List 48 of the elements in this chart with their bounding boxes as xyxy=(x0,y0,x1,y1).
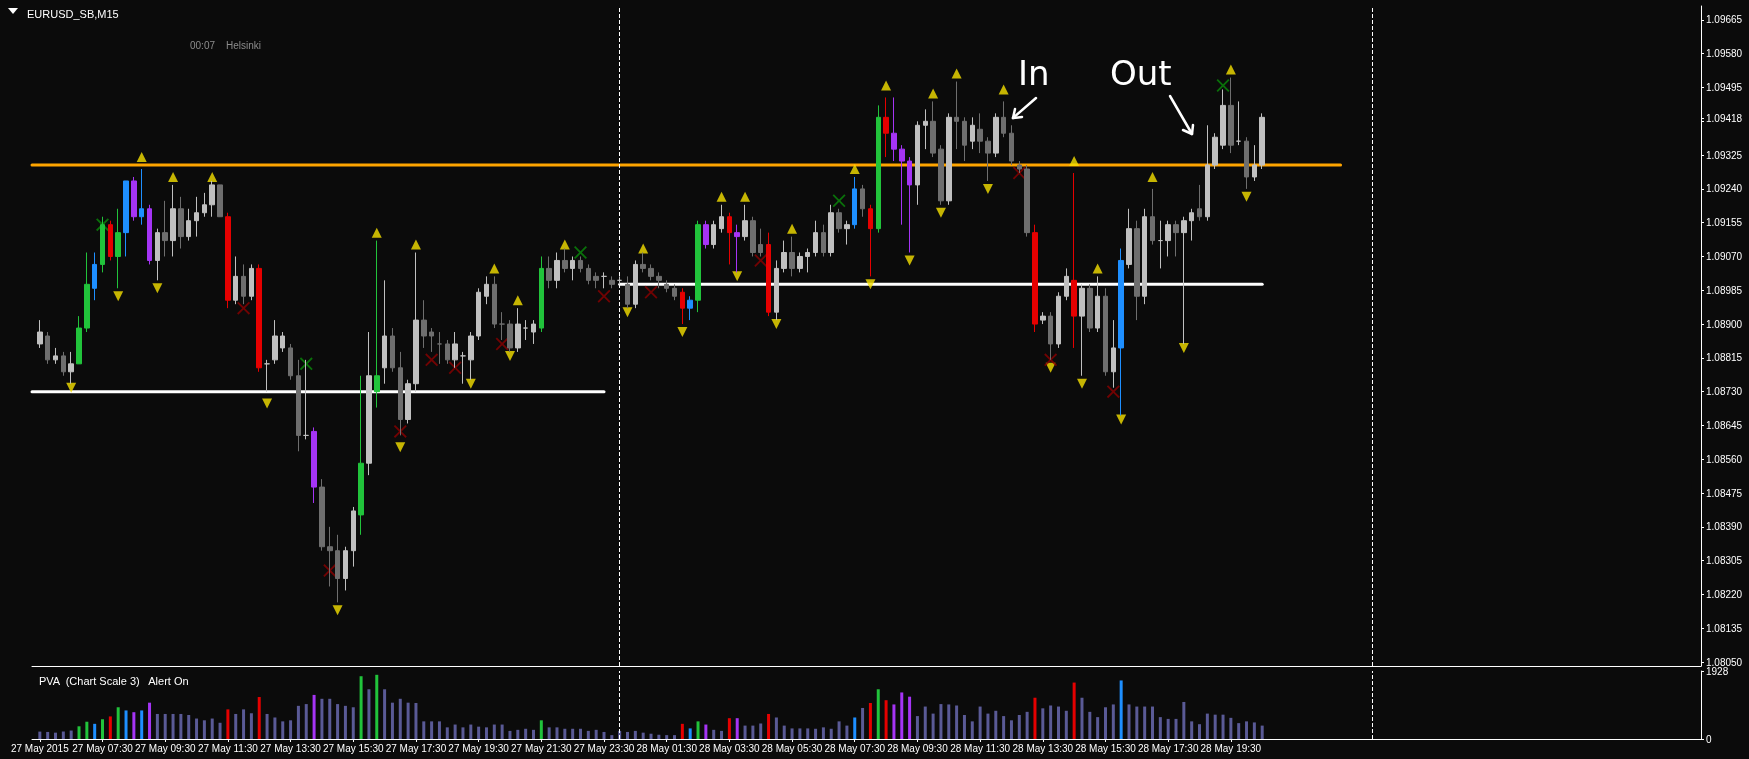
annotation: Out xyxy=(1110,53,1172,93)
x-tick-label: 28 May 03:30 xyxy=(699,742,761,754)
y-tick-label: 1.09325 xyxy=(1706,149,1743,161)
y-tick-label: 1.09240 xyxy=(1706,183,1743,195)
x-tick-label: 28 May 19:30 xyxy=(1200,742,1262,754)
x-tick-label: 28 May 05:30 xyxy=(761,742,823,754)
y-tick-label: 1.08220 xyxy=(1706,588,1743,600)
x-tick-label: 28 May 09:30 xyxy=(887,742,949,754)
y-tick-label: 1.09665 xyxy=(1706,14,1743,26)
y-tick-label: 1.09418 xyxy=(1706,112,1743,124)
x-tick-label: 27 May 19:30 xyxy=(448,742,510,754)
y-tick-label: 1.08645 xyxy=(1706,419,1743,431)
x-tick-label: 28 May 15:30 xyxy=(1075,742,1137,754)
y-tick-label: 1.08815 xyxy=(1706,352,1743,364)
x-tick-label: 28 May 13:30 xyxy=(1012,742,1074,754)
y-tick-label: 1.08050 xyxy=(1706,656,1743,668)
y-tick-label: 1.09070 xyxy=(1706,250,1743,262)
x-tick-label: 28 May 01:30 xyxy=(636,742,698,754)
x-tick-label: 27 May 13:30 xyxy=(260,742,322,754)
x-tick-label: 27 May 11:30 xyxy=(197,742,259,754)
x-tick-label: 27 May 07:30 xyxy=(72,742,134,754)
x-tick-label: 27 May 17:30 xyxy=(385,742,447,754)
chart-title: PVA (Chart Scale 3) Alert On xyxy=(39,674,189,687)
y-tick-label: 1.08390 xyxy=(1706,521,1743,533)
y-tick-label: 1.09495 xyxy=(1706,82,1743,94)
y-tick-label: 1.09580 xyxy=(1706,48,1743,60)
y-tick-label: 1.08560 xyxy=(1706,453,1743,465)
y-tick-label: 1.08730 xyxy=(1706,386,1743,398)
y-tick-label: 1.08305 xyxy=(1706,555,1743,567)
chart-title: EURUSD_SB,M15 xyxy=(27,7,119,20)
y-tick-label: 1.08900 xyxy=(1706,318,1743,330)
x-tick-label: 27 May 2015 xyxy=(10,742,70,754)
x-tick-label: 28 May 17:30 xyxy=(1137,742,1199,754)
x-tick-label: 28 May 11:30 xyxy=(950,742,1011,754)
annotation: In xyxy=(1018,53,1050,93)
y-tick-label: 1.09155 xyxy=(1706,217,1743,229)
y-tick-label: 0 xyxy=(1706,733,1712,745)
y-tick-label: 1.08135 xyxy=(1706,622,1743,634)
x-tick-label: 27 May 23:30 xyxy=(573,742,635,754)
x-tick-label: 27 May 15:30 xyxy=(322,742,384,754)
y-tick-label: 1.08985 xyxy=(1706,284,1743,296)
annotation: Helsinki xyxy=(226,39,262,51)
x-tick-label: 28 May 07:30 xyxy=(824,742,886,754)
x-tick-label: 27 May 09:30 xyxy=(134,742,196,754)
annotation: 00:07 xyxy=(190,39,216,51)
x-tick-label: 27 May 21:30 xyxy=(511,742,573,754)
y-tick-label: 1.08475 xyxy=(1706,487,1743,499)
y-tick-label: 1928 xyxy=(1706,665,1729,677)
